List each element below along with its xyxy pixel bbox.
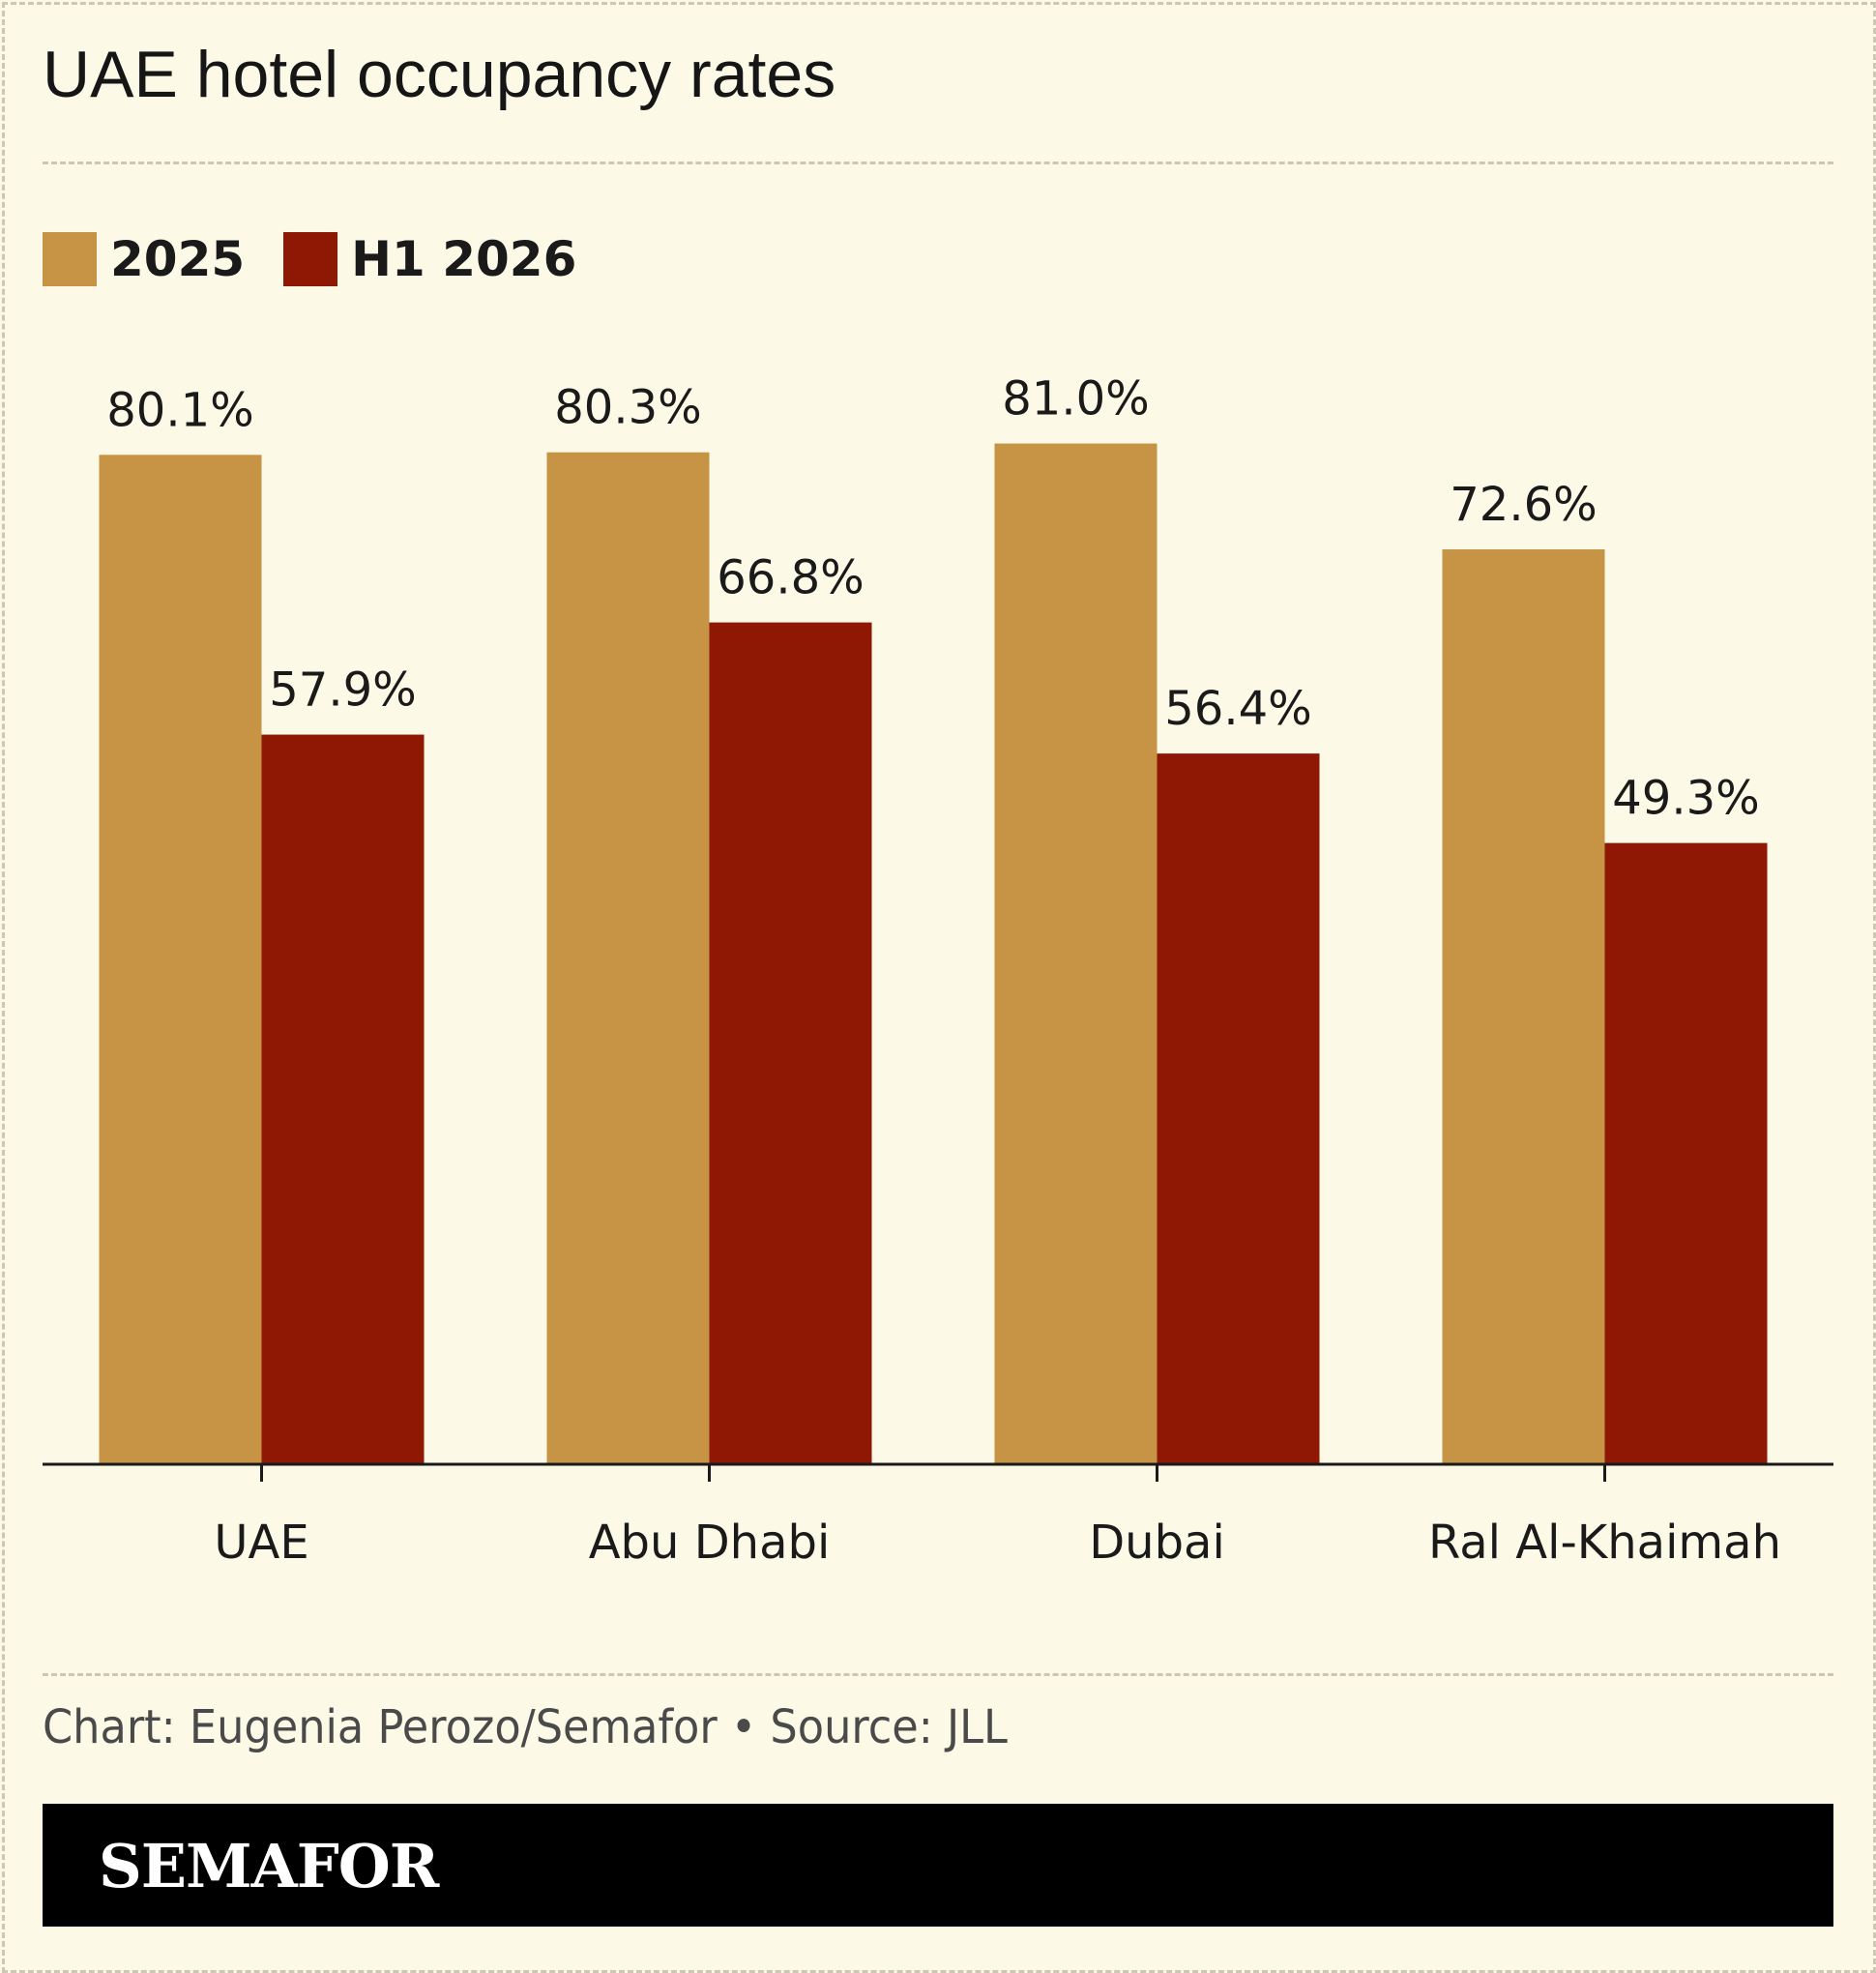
legend-label-h1-2026: H1 2026 bbox=[351, 231, 577, 287]
bar-2025-0 bbox=[99, 455, 262, 1464]
bar-h1-2026-3 bbox=[1604, 842, 1768, 1464]
legend-swatch-h1-2026 bbox=[283, 232, 338, 286]
legend-item-2025: 2025 bbox=[43, 231, 245, 287]
bar-h1-2026-2 bbox=[1157, 753, 1320, 1464]
semafor-logo: SEMAFOR bbox=[99, 1831, 439, 1901]
legend-label-2025: 2025 bbox=[110, 231, 246, 287]
data-label: 49.3% bbox=[1612, 772, 1759, 826]
data-label: 81.0% bbox=[1002, 372, 1149, 427]
x-tick-label: Ral Al-Khaimah bbox=[1428, 1516, 1781, 1570]
legend-swatch-2025 bbox=[43, 232, 97, 286]
bar-h1-2026-1 bbox=[709, 622, 872, 1464]
bar-2025-2 bbox=[994, 443, 1158, 1464]
bar-2025-1 bbox=[546, 452, 710, 1464]
data-label: 56.4% bbox=[1164, 682, 1311, 736]
x-tick-label: Abu Dhabi bbox=[589, 1516, 831, 1570]
brand-bar: SEMAFOR bbox=[43, 1804, 1833, 1927]
x-tick-label: UAE bbox=[214, 1516, 308, 1570]
chart-title: UAE hotel occupancy rates bbox=[43, 38, 836, 111]
data-label: 66.8% bbox=[717, 551, 864, 605]
data-label: 80.3% bbox=[554, 381, 701, 435]
bar-h1-2026-0 bbox=[261, 734, 425, 1464]
legend-item-h1-2026: H1 2026 bbox=[283, 231, 576, 287]
data-label: 72.6% bbox=[1450, 478, 1597, 532]
data-label: 80.1% bbox=[106, 383, 253, 437]
chart-credit: Chart: Eugenia Perozo/Semafor • Source: … bbox=[43, 1700, 1008, 1754]
x-tick-label: Dubai bbox=[1089, 1516, 1225, 1570]
bar-chart: 80.1% 57.9% UAE 80.3% 66.8% Abu Dhabi 81.0% 56.… bbox=[43, 372, 1833, 1570]
top-divider bbox=[43, 162, 1833, 164]
bar-2025-3 bbox=[1442, 549, 1605, 1464]
data-label: 57.9% bbox=[269, 663, 416, 718]
bottom-divider bbox=[43, 1673, 1833, 1676]
legend: 2025 H1 2026 bbox=[43, 231, 615, 287]
